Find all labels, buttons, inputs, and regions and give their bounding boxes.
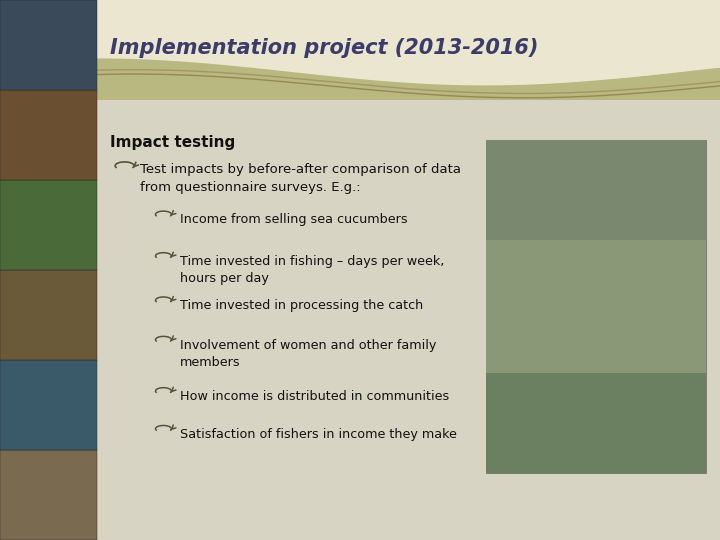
Polygon shape	[0, 0, 720, 80]
Text: Test impacts by before-after comparison of data
from questionnaire surveys. E.g.: Test impacts by before-after comparison …	[140, 163, 461, 194]
Polygon shape	[0, 0, 720, 85]
Text: Implementation project (2013-2016): Implementation project (2013-2016)	[110, 38, 539, 58]
Bar	[486, 373, 706, 472]
Text: Satisfaction of fishers in income they make: Satisfaction of fishers in income they m…	[180, 428, 457, 441]
Text: Time invested in processing the catch: Time invested in processing the catch	[180, 299, 423, 312]
Bar	[486, 140, 706, 240]
Text: Impact testing: Impact testing	[110, 135, 235, 150]
Bar	[0, 0, 720, 100]
Bar	[0, 450, 97, 540]
Bar	[0, 0, 97, 90]
Polygon shape	[0, 0, 720, 68]
Bar	[486, 140, 706, 472]
Bar	[0, 90, 97, 180]
Text: How income is distributed in communities: How income is distributed in communities	[180, 390, 449, 403]
Bar	[0, 180, 97, 270]
Bar	[0, 360, 97, 450]
Text: Time invested in fishing – days per week,
hours per day: Time invested in fishing – days per week…	[180, 255, 444, 285]
Text: Income from selling sea cucumbers: Income from selling sea cucumbers	[180, 213, 408, 226]
Bar	[0, 270, 97, 360]
Bar	[486, 240, 706, 373]
Text: Involvement of women and other family
members: Involvement of women and other family me…	[180, 339, 436, 369]
